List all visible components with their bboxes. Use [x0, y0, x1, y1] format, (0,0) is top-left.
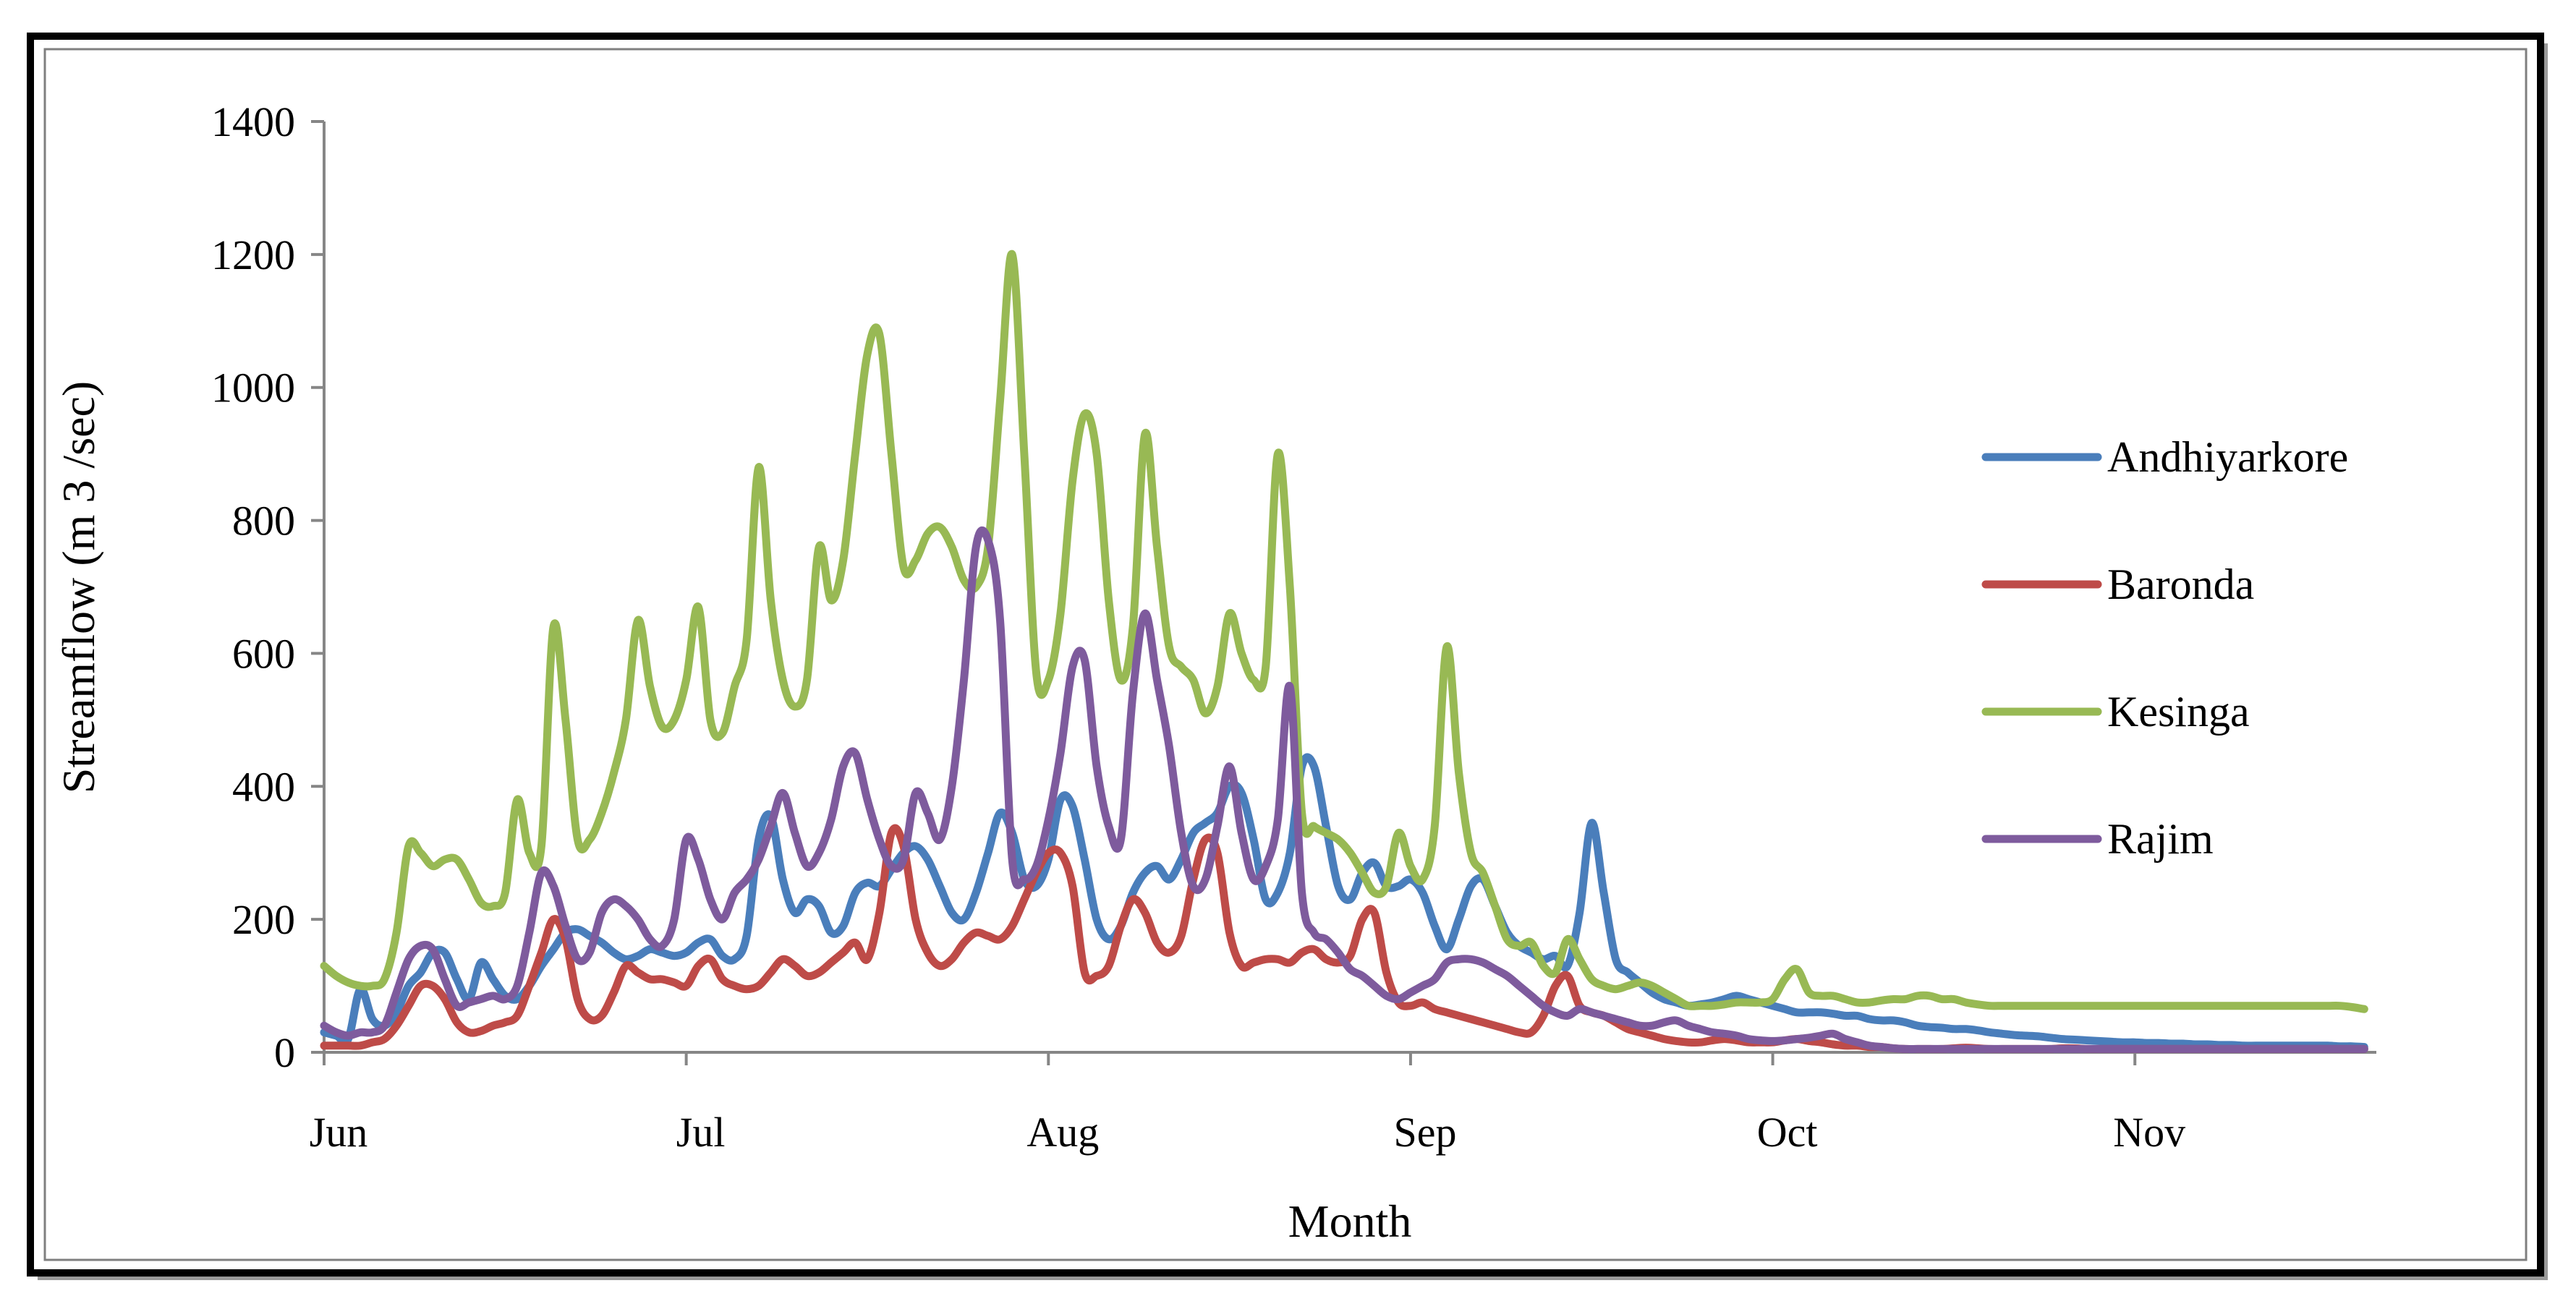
x-tick-label-aug: Aug [1026, 1109, 1099, 1156]
y-tick-label: 400 [232, 763, 295, 810]
x-tick-label-nov: Nov [2113, 1109, 2185, 1156]
frame-outer [27, 33, 2544, 1277]
x-tick-label-jun: Jun [310, 1109, 368, 1156]
legend: Andhiyarkore Baronda Kesinga Rajim [1981, 433, 2348, 863]
legend-label-baronda: Baronda [2107, 561, 2254, 608]
y-tick-label: 1200 [211, 231, 295, 278]
series-line-kesinga [320, 250, 2368, 1013]
x-tick-label-sep: Sep [1393, 1109, 1456, 1156]
legend-label-kesinga: Kesinga [2107, 688, 2250, 736]
y-tick-label: 600 [232, 630, 295, 677]
series-line-rajim [320, 526, 2368, 1053]
series-lines [320, 250, 2368, 1053]
legend-label-andhiyarkore: Andhiyarkore [2107, 433, 2348, 481]
frame-inner [43, 48, 2528, 1261]
y-tick-label: 1400 [211, 98, 295, 145]
y-tick-label: 1000 [211, 365, 295, 412]
x-axis-title: Month [1288, 1196, 1412, 1247]
y-tick-label: 200 [232, 896, 295, 943]
series-line-andhiyarkore [320, 753, 2368, 1052]
y-tick-label: 0 [274, 1029, 295, 1076]
y-axis-ticks: 0 200 400 600 800 1000 1200 1400 [211, 98, 324, 1076]
x-axis-ticks: Jun Jul Aug Sep Oct Nov [310, 1052, 2185, 1156]
x-tick-label-jul: Jul [676, 1109, 726, 1156]
y-tick-label: 800 [232, 498, 295, 545]
y-axis-title: Streamflow (m 3 /sec) [53, 381, 104, 794]
x-tick-label-oct: Oct [1757, 1109, 1818, 1156]
legend-label-rajim: Rajim [2107, 815, 2214, 863]
